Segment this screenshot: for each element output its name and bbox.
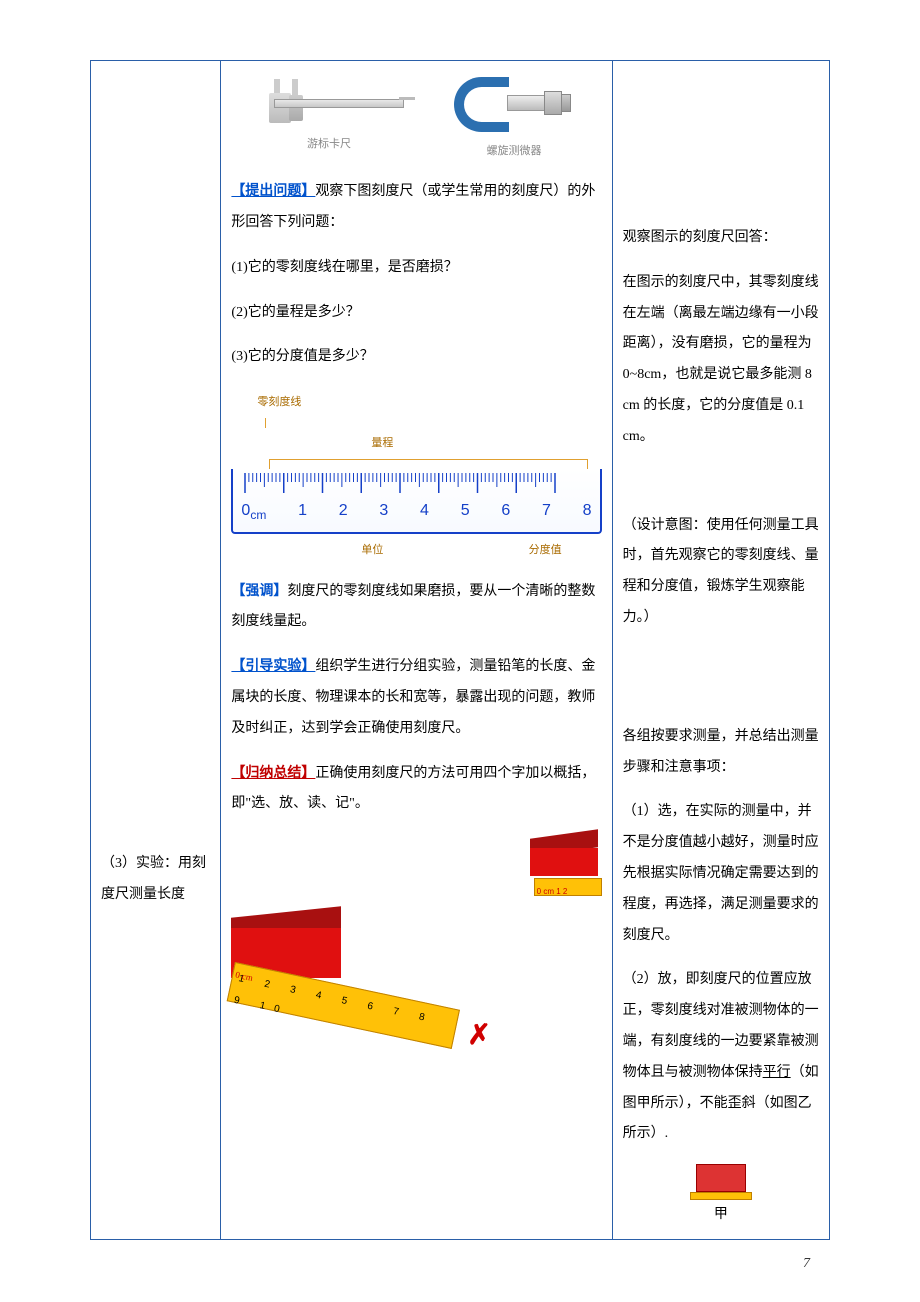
large-ruler-figure: 0 cm 1 2 3 4 5 6 7 8 9 10: [227, 962, 460, 1049]
step-2-part-a: （2）放，即刻度尺的位置应放正，零刻度线对准被测物体的一端，有刻度线的一边要紧靠…: [623, 972, 819, 1079]
ruler-num-5: 5: [461, 493, 470, 529]
experiment-title: （3）实验：用刻度尺测量长度: [101, 849, 210, 911]
ruler-body: 0cm 1 2 3 4 5 6 7 8: [231, 469, 601, 535]
ruler-num-6: 6: [501, 493, 510, 529]
observation-body: 在图示的刻度尺中，其零刻度线在左端（离最左端边缘有一小段距离），没有磨损，它的量…: [623, 268, 819, 453]
ruler-num-2: 2: [339, 493, 348, 529]
ruler-num-0: 0cm: [241, 493, 266, 529]
measuring-tools-figure: 游标卡尺 螺旋测微器: [231, 69, 601, 163]
question-3: (3)它的分度值是多少？: [231, 342, 601, 373]
design-intent: （设计意图：使用任何测量工具时，首先观察它的零刻度线、量程和分度值，锻炼学生观察…: [623, 511, 819, 634]
small-ruler-figure: 0 cm 1 2: [534, 878, 602, 896]
ruler-num-7: 7: [542, 493, 551, 529]
lesson-plan-table: （3）实验：用刻度尺测量长度 游标卡尺: [90, 60, 830, 1240]
ruler-num-3: 3: [379, 493, 388, 529]
jia-block-icon: [696, 1164, 746, 1192]
document-page: （3）实验：用刻度尺测量长度 游标卡尺: [0, 0, 920, 1302]
middle-column-cell: 游标卡尺 螺旋测微器 【提出问题】观察下图刻度尺（或学生常用的刻度尺）的外形回答…: [221, 61, 612, 1240]
vernier-caliper-icon: [254, 77, 404, 132]
ruler-num-8: 8: [583, 493, 592, 529]
page-number: 7: [803, 1256, 810, 1272]
large-ruler-numbers: 1 2 3 4 5 6 7 8 9 10: [226, 963, 459, 1057]
experiment-paragraph: 【引导实验】组织学生进行分组实验，测量铅笔的长度、金属块的长度、物理课本的长和宽…: [231, 652, 601, 744]
micrometer-figure: 螺旋测微器: [449, 69, 579, 163]
jia-label: 甲: [623, 1200, 819, 1231]
measurement-figures: 0 cm 1 2 0 cm 1 2 3 4 5 6 7 8 9 10 ✗: [231, 834, 601, 1044]
ruler-num-1: 1: [298, 493, 307, 529]
ruler-num-4: 4: [420, 493, 429, 529]
question-1: (1)它的零刻度线在哪里，是否磨损？: [231, 253, 601, 284]
correct-placement-block: [530, 834, 598, 876]
summary-paragraph: 【归纳总结】正确使用刻度尺的方法可用四个字加以概括，即"选、放、读、记"。: [231, 759, 601, 821]
emphasize-tag: 【强调】: [231, 584, 287, 599]
step-1: （1）选，在实际的测量中，并不是分度值越小越好，测量时应先根据实际情况确定需要达…: [623, 797, 819, 951]
observation-heading: 观察图示的刻度尺回答：: [623, 223, 819, 254]
vernier-caliper-figure: 游标卡尺: [254, 77, 404, 156]
micrometer-icon: [449, 69, 579, 139]
ruler-numbers-row: 0cm 1 2 3 4 5 6 7 8: [233, 493, 599, 529]
unit-caption: 单位: [361, 538, 383, 562]
ruler-diagram: 零刻度线 量程 0cm 1 2: [231, 387, 601, 562]
left-column-cell: （3）实验：用刻度尺测量长度: [91, 61, 221, 1240]
figure-jia: 甲: [623, 1164, 819, 1231]
division-caption: 分度值: [529, 538, 562, 562]
question-2: (2)它的量程是多少？: [231, 298, 601, 329]
group-measure-heading: 各组按要求测量，并总结出测量步骤和注意事项：: [623, 722, 819, 784]
cross-mark-icon: ✗: [467, 1004, 490, 1066]
jia-ruler-icon: [690, 1192, 752, 1200]
summary-tag: 【归纳总结】: [231, 766, 315, 781]
question-tag: 【提出问题】: [231, 184, 315, 199]
question-paragraph: 【提出问题】观察下图刻度尺（或学生常用的刻度尺）的外形回答下列问题：: [231, 177, 601, 239]
zero-line-caption: 零刻度线: [257, 396, 301, 408]
step-2-parallel: 平行: [763, 1065, 791, 1080]
micrometer-label: 螺旋测微器: [449, 139, 579, 163]
experiment-tag: 【引导实验】: [231, 659, 315, 674]
range-caption: 量程: [371, 437, 393, 449]
step-2: （2）放，即刻度尺的位置应放正，零刻度线对准被测物体的一端，有刻度线的一边要紧靠…: [623, 965, 819, 1150]
small-ruler-label: 0 cm 1 2: [537, 883, 568, 901]
emphasize-paragraph: 【强调】刻度尺的零刻度线如果磨损，要从一个清晰的整数刻度线量起。: [231, 577, 601, 639]
right-column-cell: 观察图示的刻度尺回答： 在图示的刻度尺中，其零刻度线在左端（离最左端边缘有一小段…: [612, 61, 829, 1240]
vernier-caliper-label: 游标卡尺: [254, 132, 404, 156]
